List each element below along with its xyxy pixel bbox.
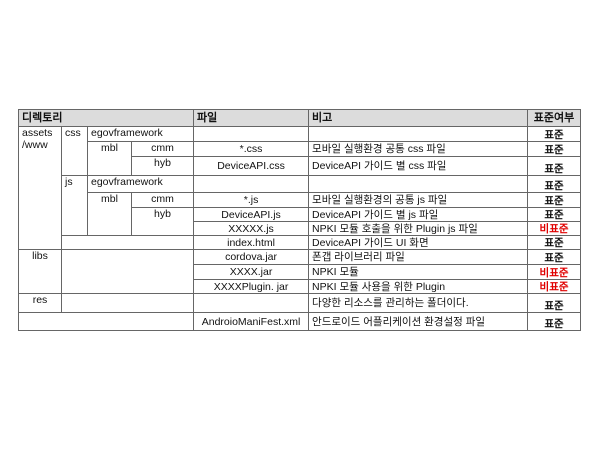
file-cell: DeviceAPI.css xyxy=(193,156,310,176)
file-cell: *.css xyxy=(193,141,310,157)
header-directory: 디렉토리 xyxy=(17,109,195,127)
header-note: 비고 xyxy=(308,109,529,127)
dir-egovframework: egovframework xyxy=(86,175,195,193)
note-cell xyxy=(308,175,529,193)
dir-egovframework: egovframework xyxy=(86,126,195,142)
table-row: index.html DeviceAPI 가이드 UI 화면 표준 xyxy=(19,235,582,250)
nonstandard-cell: 비표준 xyxy=(527,221,582,236)
dir-mbl: mbl xyxy=(87,192,132,236)
table-row: AndroioManiFest.xml 안드로이드 어플리케이션 환경설정 파일… xyxy=(17,312,582,331)
note-cell: DeviceAPI 가이드 UI 화면 xyxy=(308,235,529,250)
standard-cell: 표준 xyxy=(527,293,582,313)
file-cell: AndroioManiFest.xml xyxy=(193,312,310,331)
dir-res: res xyxy=(18,293,62,313)
note-cell: 모바일 실행환경의 공통 js 파일 xyxy=(308,192,529,208)
file-cell: index.html xyxy=(193,235,310,250)
table-row: assets /www css egovframework 표준 xyxy=(18,126,582,250)
standard-cell: 표준 xyxy=(527,126,582,142)
standard-cell: 표준 xyxy=(527,207,582,222)
note-cell: 모바일 실행환경 공통 css 파일 xyxy=(308,141,529,157)
note-cell: DeviceAPI 가이드 별 css 파일 xyxy=(308,156,529,176)
note-cell: 안드로이드 어플리케이션 환경설정 파일 xyxy=(308,312,529,331)
dir-cmm: cmm xyxy=(130,141,195,157)
empty-cell xyxy=(17,312,195,331)
table-row: mbl cmm *.css 모바일 실행환경 공통 css 파일 표준 xyxy=(19,141,582,176)
dir-css: css xyxy=(61,126,88,176)
standard-cell: 표준 xyxy=(527,175,582,193)
standard-cell: 표준 xyxy=(527,249,582,265)
file-cell: XXXXX.js xyxy=(193,221,310,236)
file-cell: *.js xyxy=(193,192,310,208)
empty-cell xyxy=(60,235,195,250)
file-cell xyxy=(193,175,310,193)
file-cell: XXXX.jar xyxy=(193,264,310,280)
header-file: 파일 xyxy=(193,109,310,127)
empty-cell xyxy=(60,293,195,313)
file-cell: DeviceAPI.js xyxy=(193,207,310,222)
note-cell: NPKI 모듈 사용을 위한 Plugin xyxy=(308,279,529,294)
header-row: 디렉토리 파일 비고 표준여부 xyxy=(17,109,582,127)
standard-cell: 표준 xyxy=(527,192,582,208)
standard-cell: 표준 xyxy=(527,156,582,176)
dir-hyb: hyb xyxy=(130,156,195,176)
note-cell: 다양한 리소스를 관리하는 폴더이다. xyxy=(308,293,529,313)
directory-structure-table: 디렉토리 파일 비고 표준여부 assets /www css egovfram… xyxy=(17,109,582,331)
dir-cmm: cmm xyxy=(130,192,195,208)
dir-assets: assets /www xyxy=(18,126,62,250)
header-standard: 표준여부 xyxy=(527,109,582,127)
dir-mbl: mbl xyxy=(87,141,132,176)
nonstandard-cell: 비표준 xyxy=(527,279,582,294)
dir-hyb: hyb xyxy=(130,207,195,236)
table-row: mbl cmm *.js 모바일 실행환경의 공통 js 파일 표준 xyxy=(19,192,582,236)
note-cell: DeviceAPI 가이드 별 js 파일 xyxy=(308,207,529,222)
table-row: libs cordova.jar 폰갭 라이브러리 파일 표준 xyxy=(18,249,582,294)
nonstandard-cell: 비표준 xyxy=(527,264,582,280)
note-cell xyxy=(308,126,529,142)
standard-cell: 표준 xyxy=(527,235,582,250)
dir-js: js xyxy=(61,175,88,236)
file-cell: cordova.jar xyxy=(193,249,310,265)
standard-cell: 표준 xyxy=(527,312,582,331)
note-cell: NPKI 모듈 xyxy=(308,264,529,280)
file-cell xyxy=(193,126,310,142)
empty-cell xyxy=(60,249,195,294)
table-row: js egovframework 표준 xyxy=(19,175,582,236)
note-cell: 폰갭 라이브러리 파일 xyxy=(308,249,529,265)
file-cell: XXXXPlugin. jar xyxy=(193,279,310,294)
table-row: res 다양한 리소스를 관리하는 폴더이다. 표준 xyxy=(18,293,582,313)
standard-cell: 표준 xyxy=(527,141,582,157)
dir-libs: libs xyxy=(18,249,62,294)
file-cell xyxy=(193,293,310,313)
note-cell: NPKI 모듈 호출을 위한 Plugin js 파일 xyxy=(308,221,529,236)
